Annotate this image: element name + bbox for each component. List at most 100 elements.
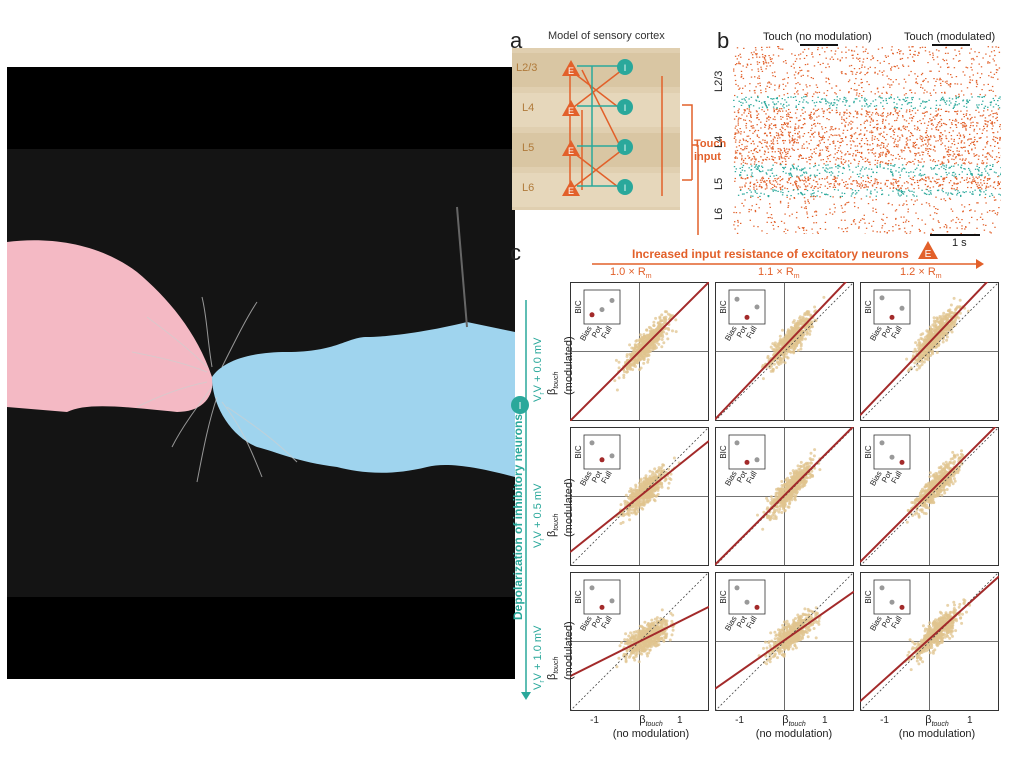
spike-mark bbox=[886, 75, 888, 77]
spike-mark bbox=[850, 70, 852, 72]
spike-mark bbox=[809, 177, 811, 180]
spike-mark bbox=[740, 74, 743, 76]
spike-mark bbox=[800, 170, 803, 172]
spike-mark bbox=[834, 50, 837, 52]
spike-mark bbox=[964, 74, 966, 76]
spike-mark bbox=[735, 115, 738, 117]
spike-mark bbox=[750, 209, 752, 211]
spike-mark bbox=[946, 80, 948, 82]
spike-mark bbox=[902, 191, 904, 193]
spike-mark bbox=[819, 63, 822, 66]
spike-mark bbox=[881, 193, 884, 195]
spike-mark bbox=[755, 49, 757, 51]
spike-mark bbox=[955, 177, 958, 179]
data-point bbox=[773, 343, 777, 347]
spike-mark bbox=[852, 54, 854, 56]
spike-mark bbox=[764, 59, 767, 61]
spike-mark bbox=[972, 179, 974, 181]
data-point bbox=[778, 334, 782, 338]
spike-mark bbox=[922, 80, 924, 82]
spike-mark bbox=[830, 126, 832, 128]
spike-mark bbox=[881, 142, 884, 144]
spike-mark bbox=[935, 165, 937, 167]
excitatory-neuron: E bbox=[562, 140, 580, 161]
spike-mark bbox=[799, 169, 801, 171]
spike-mark bbox=[748, 120, 751, 122]
spike-mark bbox=[776, 134, 778, 137]
spike-mark bbox=[870, 149, 872, 151]
panel-b-letter: b bbox=[717, 28, 730, 53]
bic-point bbox=[754, 304, 760, 310]
data-point bbox=[793, 324, 797, 328]
spike-mark bbox=[810, 129, 812, 131]
spike-mark bbox=[774, 89, 776, 91]
spike-mark bbox=[773, 98, 775, 100]
spike-mark bbox=[924, 50, 927, 52]
spike-mark bbox=[856, 181, 858, 183]
spike-mark bbox=[799, 154, 801, 156]
spike-mark bbox=[901, 149, 903, 151]
spike-mark bbox=[973, 136, 976, 138]
spike-mark bbox=[974, 180, 976, 182]
spike-mark bbox=[914, 200, 916, 202]
spike-mark bbox=[795, 217, 798, 219]
spike-mark bbox=[875, 187, 878, 189]
spike-mark bbox=[783, 94, 785, 96]
spike-mark bbox=[737, 118, 740, 120]
spike-mark bbox=[960, 195, 962, 197]
spike-mark bbox=[822, 138, 824, 140]
spike-mark bbox=[953, 106, 955, 108]
spike-mark bbox=[868, 161, 870, 163]
spike-mark bbox=[792, 189, 795, 191]
spike-mark bbox=[752, 105, 755, 107]
spike-mark bbox=[766, 107, 768, 109]
spike-mark bbox=[920, 86, 922, 88]
spike-mark bbox=[902, 53, 904, 55]
spike-mark bbox=[890, 112, 892, 114]
spike-mark bbox=[987, 152, 989, 154]
spike-mark bbox=[825, 161, 828, 163]
spike-mark bbox=[986, 182, 988, 185]
spike-mark bbox=[911, 110, 914, 112]
spike-mark bbox=[986, 130, 988, 132]
spike-mark bbox=[858, 142, 861, 145]
spike-mark bbox=[814, 165, 817, 167]
spike-mark bbox=[1000, 167, 1002, 169]
spike-mark bbox=[844, 228, 847, 230]
spike-mark bbox=[845, 117, 848, 119]
spike-mark bbox=[862, 175, 864, 177]
spike-mark bbox=[882, 167, 885, 169]
data-point bbox=[791, 345, 795, 349]
spike-mark bbox=[874, 99, 877, 101]
spike-mark bbox=[977, 107, 979, 109]
spike-mark bbox=[798, 54, 800, 56]
spike-mark bbox=[927, 62, 929, 64]
spike-mark bbox=[952, 155, 954, 157]
spike-mark bbox=[866, 72, 868, 74]
spike-mark bbox=[807, 179, 809, 181]
spike-mark bbox=[999, 126, 1001, 128]
spike-mark bbox=[981, 103, 983, 105]
spike-mark bbox=[902, 192, 904, 194]
spike-mark bbox=[997, 78, 999, 80]
spike-mark bbox=[913, 60, 915, 62]
spike-mark bbox=[812, 233, 814, 235]
spike-mark bbox=[963, 162, 966, 164]
spike-mark bbox=[859, 100, 861, 102]
spike-mark bbox=[965, 129, 967, 131]
spike-mark bbox=[772, 62, 774, 64]
spike-mark bbox=[815, 110, 817, 112]
spike-mark bbox=[834, 186, 837, 188]
spike-mark bbox=[844, 124, 846, 126]
spike-mark bbox=[888, 128, 891, 130]
spike-mark bbox=[765, 145, 767, 147]
spike-mark bbox=[897, 194, 900, 196]
spike-mark bbox=[736, 232, 739, 234]
spike-mark bbox=[893, 142, 895, 144]
spike-mark bbox=[986, 178, 989, 180]
spike-mark bbox=[996, 214, 998, 216]
spike-mark bbox=[797, 73, 799, 75]
spike-mark bbox=[990, 76, 993, 78]
spike-mark bbox=[884, 55, 887, 57]
spike-mark bbox=[802, 89, 804, 91]
